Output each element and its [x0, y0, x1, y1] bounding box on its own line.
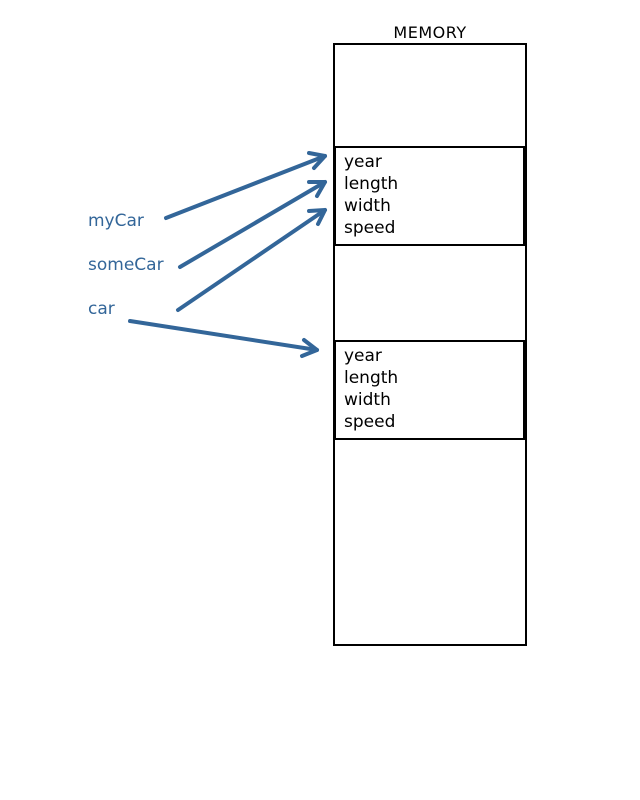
- variable-car: car: [88, 299, 115, 319]
- arrowhead: [307, 151, 327, 170]
- arrow-mycar-to-object-1: [164, 151, 327, 220]
- arrow-shaft: [128, 319, 319, 352]
- field-width: width: [344, 390, 391, 410]
- field-length: length: [344, 174, 399, 194]
- field-year: year: [344, 346, 382, 366]
- field-year: year: [344, 152, 382, 172]
- arrow-somecar-to-object-1: [178, 180, 327, 269]
- field-width: width: [344, 196, 391, 216]
- arrowhead: [307, 208, 327, 226]
- car-object-2: year length width speed: [334, 340, 525, 440]
- memory-title: MEMORY: [393, 23, 467, 42]
- car-object-1: year length width speed: [334, 146, 525, 246]
- arrow-car-to-object-2: [128, 319, 319, 358]
- field-speed: speed: [344, 412, 396, 432]
- arrow-car-to-object-1: [176, 208, 327, 312]
- arrowhead: [300, 338, 319, 358]
- field-length: length: [344, 368, 399, 388]
- arrow-shaft: [178, 180, 327, 269]
- arrowhead: [307, 180, 327, 198]
- variable-mycar: myCar: [88, 211, 144, 231]
- field-speed: speed: [344, 218, 396, 238]
- variable-somecar: someCar: [88, 255, 164, 275]
- arrow-shaft: [164, 154, 327, 220]
- arrow-shaft: [176, 208, 327, 312]
